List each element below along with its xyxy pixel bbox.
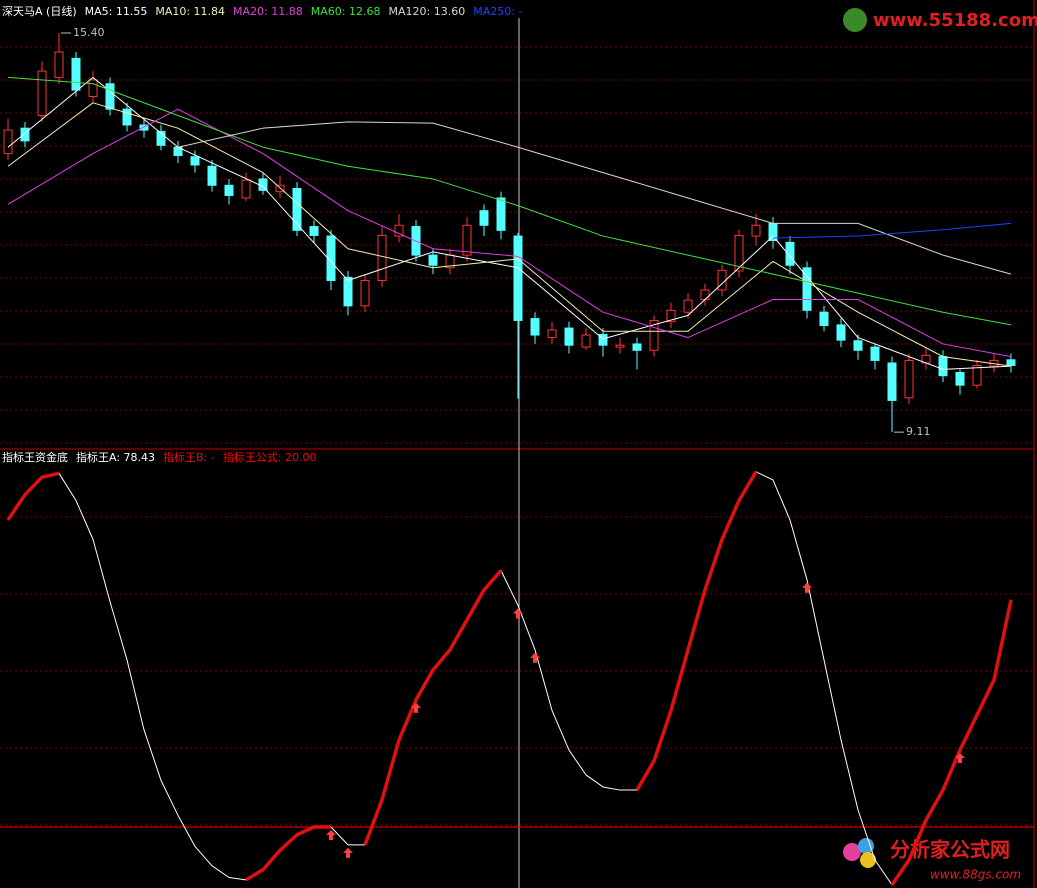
candle-body [1006, 359, 1016, 367]
candle-body [241, 179, 251, 199]
logo-bottom: 分析家公式网 www.88gs.com [843, 838, 1021, 882]
candle-body [530, 318, 540, 336]
candle-body [462, 224, 472, 256]
logo-flower [858, 838, 874, 854]
legend-entry: 指标王公式: 20.00 [223, 450, 317, 464]
legend-entry: 指标王资金底 [2, 450, 68, 464]
candle-body [904, 359, 914, 399]
legend-entry: MA120: 13.60 [388, 5, 465, 18]
signal-arrow [326, 829, 336, 840]
candle-body [377, 234, 387, 281]
candle-body [700, 289, 710, 301]
candle-body [938, 356, 948, 377]
candle-body [54, 51, 64, 78]
candle-body [292, 187, 302, 231]
signal-arrow [343, 847, 353, 858]
candle-body [717, 269, 727, 291]
line [772, 222, 1012, 239]
candle-body [632, 343, 642, 351]
candle-body [326, 235, 336, 281]
candle-body [496, 197, 506, 231]
candle-body [20, 127, 30, 142]
candle-body [428, 254, 438, 266]
signal-arrow [411, 702, 421, 713]
candle-body [71, 57, 81, 91]
annotation-label: 15.40 [73, 26, 105, 39]
candle-body [343, 276, 353, 307]
candle-body [513, 235, 523, 321]
candle-body [37, 70, 47, 116]
line [7, 76, 1012, 326]
logo-flower [843, 843, 861, 861]
candle-body [598, 333, 608, 346]
candle-body [887, 362, 897, 401]
legend-entry: MA20: 11.88 [233, 5, 303, 18]
legend-entry: 深天马A (日线) [2, 4, 77, 18]
signal-arrow [955, 753, 965, 764]
legend-entry: MA250: - [473, 5, 522, 18]
candle-body [190, 156, 200, 166]
candle-body [207, 165, 217, 186]
line [6, 470, 1013, 886]
candle-body [819, 311, 829, 327]
candle-body [3, 129, 13, 155]
candle-body [751, 224, 761, 237]
legend-entry: 指标王B: - [163, 450, 215, 464]
candle-body [479, 210, 489, 226]
logo-icon [843, 8, 867, 32]
line [7, 471, 1012, 886]
signal-arrow [513, 608, 523, 619]
candle-body [649, 319, 659, 351]
candle-body [785, 241, 795, 266]
candle-body [581, 334, 591, 348]
legend-entry: MA60: 12.68 [311, 5, 381, 18]
signal-arrow [530, 652, 540, 663]
candle-body [547, 329, 557, 339]
logo-text: www.55188.com [873, 10, 1037, 31]
candle-body [156, 130, 166, 146]
legend-entry: MA5: 11.55 [85, 5, 148, 18]
legend-entry: 指标王A: 78.43 [76, 450, 155, 464]
candle-body [683, 299, 693, 313]
grid [0, 46, 1034, 826]
candle-body [88, 79, 98, 97]
logo-url: www.88gs.com [930, 868, 1021, 882]
logo-top: www.55188.com [843, 8, 1037, 32]
candle-body [972, 365, 982, 386]
candle-body [564, 327, 574, 346]
legend-entry: MA10: 11.84 [155, 5, 225, 18]
candle-body [666, 309, 676, 323]
candle-body [394, 224, 404, 237]
annotation-label: 9.11 [906, 425, 931, 438]
candle-body [853, 340, 863, 351]
logo-flower [860, 852, 876, 868]
candle-body [836, 324, 846, 341]
candle-body [105, 83, 115, 110]
candle-body [139, 124, 149, 131]
candle-body [615, 344, 625, 348]
candle-body [734, 234, 744, 272]
candle-body [870, 346, 880, 361]
signal-arrow [802, 582, 812, 593]
candle-body [122, 108, 132, 126]
candle-body [955, 371, 965, 386]
candle-body [309, 226, 319, 236]
candle-body [224, 184, 234, 196]
candle-body [360, 279, 370, 307]
line [7, 108, 1012, 358]
line [7, 102, 1012, 367]
candle-body [802, 267, 812, 311]
candle-body [258, 178, 268, 191]
